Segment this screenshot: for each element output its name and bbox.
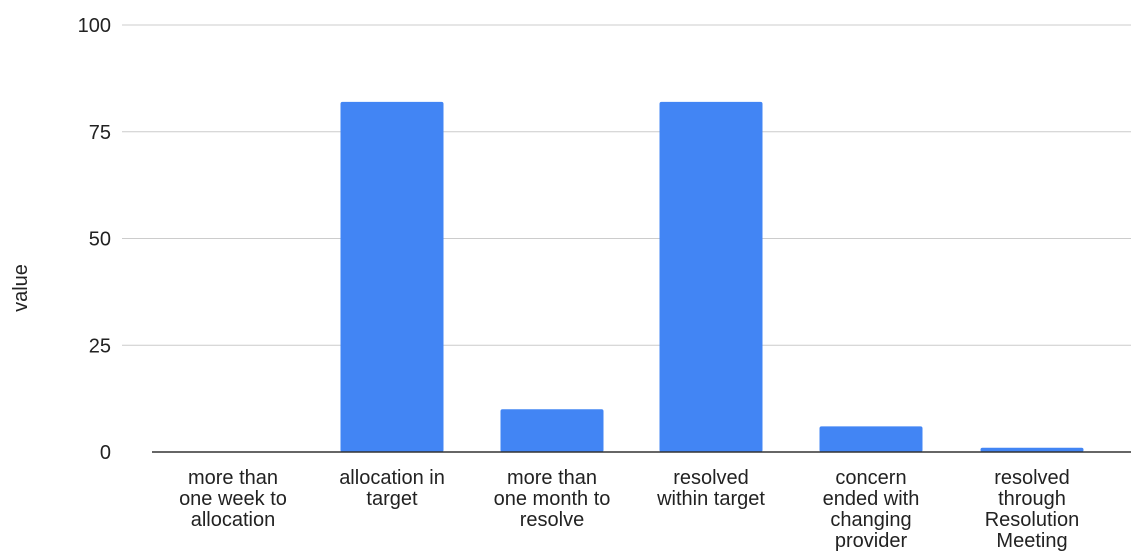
- y-tick-label-75: 75: [89, 122, 111, 144]
- x-category-label-5: concern ended with changing provider: [823, 467, 920, 552]
- x-category-label-6: resolved through Resolution Meeting: [985, 467, 1080, 552]
- bar-2: [340, 101, 444, 453]
- y-tick-label-0: 0: [100, 442, 111, 464]
- y-axis-tick-labels: 0 25 50 75 100: [78, 15, 111, 464]
- y-tick-label-25: 25: [89, 335, 111, 357]
- x-category-label-3: more than one month to resolve: [494, 467, 611, 531]
- x-category-label-2: allocation in target: [339, 467, 445, 510]
- bar-5: [819, 426, 923, 452]
- gridlines: [122, 24, 1131, 346]
- y-axis-title: value: [10, 264, 32, 312]
- x-category-label-4: resolved within target: [656, 467, 765, 510]
- bar-3: [500, 409, 604, 452]
- y-tick-label-50: 50: [89, 229, 111, 251]
- x-axis-category-labels: more than one week to allocation allocation…: [179, 467, 1079, 552]
- y-tick-label-100: 100: [78, 15, 111, 37]
- bar-6: [980, 447, 1084, 452]
- bar-4: [659, 101, 763, 453]
- x-category-label-1: more than one week to allocation: [179, 467, 287, 531]
- bars: [340, 101, 1084, 453]
